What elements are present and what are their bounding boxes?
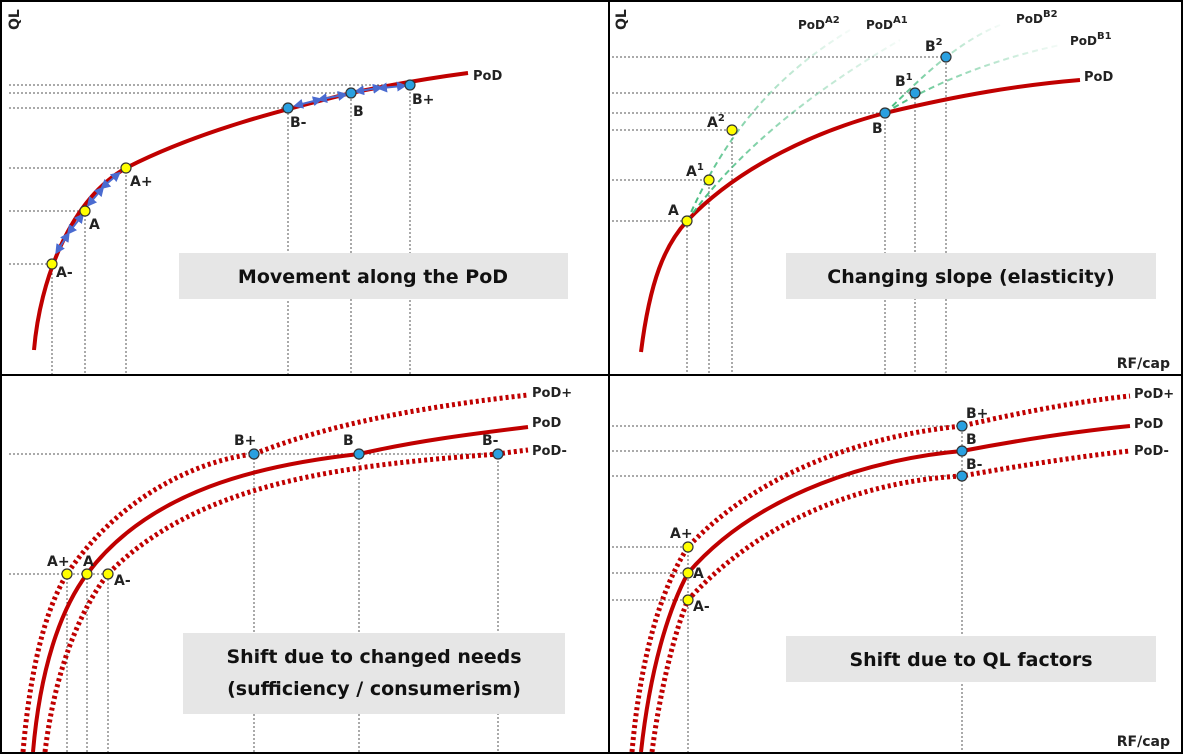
point-a2 <box>726 124 738 136</box>
title-box-needs <box>183 633 565 714</box>
pod-curve <box>32 71 469 351</box>
pod-b2-branch <box>884 24 1001 114</box>
point-a <box>79 205 91 217</box>
label-a: A <box>89 217 100 233</box>
panel-slope: A A1 A2 B B1 B2 PoDA2 PoDA1 PoDB2 PoDB1 … <box>612 9 1156 374</box>
label-pod: PoD <box>1084 70 1113 85</box>
label-b: B <box>872 121 883 137</box>
point-a-plus <box>682 541 694 553</box>
point-a-plus <box>120 162 132 174</box>
panel-factors: A+ A A- B+ B B- PoD+ PoD PoD- Shift due … <box>612 387 1174 753</box>
y-axis-label-top-right: QL <box>614 9 630 30</box>
title-needs-line1: Shift due to changed needs <box>226 646 521 668</box>
label-a: A <box>668 203 679 219</box>
label-a1: A1 <box>686 162 704 180</box>
point-a1 <box>703 174 715 186</box>
label-pod-a2: PoDA2 <box>798 15 840 32</box>
point-b-minus <box>282 102 294 114</box>
pod-curve <box>639 78 1081 353</box>
label-a-plus: A+ <box>670 526 693 542</box>
label-a-minus: A- <box>693 599 710 615</box>
title-needs-line2: (sufficiency / consumerism) <box>227 678 521 700</box>
panel-movement: A- A A+ B- B B+ PoD Movement along the P… <box>9 69 568 374</box>
label-b-minus: B- <box>966 457 983 473</box>
point-b <box>879 107 891 119</box>
label-a-minus: A- <box>114 573 131 589</box>
label-b-plus: B+ <box>966 406 988 422</box>
label-b: B <box>966 432 977 448</box>
guide-lines <box>612 56 947 374</box>
point-a-plus <box>61 568 73 580</box>
label-pod: PoD <box>1134 417 1163 432</box>
label-b-plus: B+ <box>234 433 256 449</box>
pod-b1-branch <box>884 44 1061 114</box>
title-box-slope <box>786 253 1156 299</box>
pod-curve <box>31 425 529 753</box>
pod-plus-curve <box>20 392 529 753</box>
title-box-factors <box>786 636 1156 682</box>
point-a-minus <box>46 258 58 270</box>
label-a: A <box>83 554 94 570</box>
label-pod-plus: PoD+ <box>1134 387 1174 402</box>
title-box-movement <box>179 253 568 299</box>
panel-needs: A+ A A- B+ B B- PoD+ PoD PoD- Shift due … <box>9 386 572 753</box>
pod-minus-curve <box>649 448 1131 753</box>
label-b: B <box>353 104 364 120</box>
label-b-plus: B+ <box>412 92 434 108</box>
label-b: B <box>343 433 354 449</box>
label-pod-a1: PoDA1 <box>866 15 908 32</box>
label-a-plus: A+ <box>47 554 70 570</box>
point-b-plus <box>956 420 968 432</box>
label-a: A <box>693 566 704 582</box>
label-b2: B2 <box>925 37 943 55</box>
point-b <box>345 87 357 99</box>
label-a-plus: A+ <box>130 174 153 190</box>
y-axis-label-top-left: QL <box>7 9 23 30</box>
label-a-minus: A- <box>56 265 73 281</box>
point-a <box>81 568 93 580</box>
point-a <box>682 567 694 579</box>
label-b1: B1 <box>895 72 913 90</box>
label-b-minus: B- <box>290 115 307 131</box>
pod-minus-curve <box>42 447 529 753</box>
label-pod-minus: PoD- <box>1134 444 1169 459</box>
point-b <box>353 448 365 460</box>
point-a-minus <box>102 568 114 580</box>
pod-plus-curve <box>629 393 1131 753</box>
point-b-plus <box>248 448 260 460</box>
point-a-minus <box>682 594 694 606</box>
pod-a2-branch <box>686 29 851 222</box>
point-b-minus <box>956 470 968 482</box>
movement-arrows <box>55 81 407 255</box>
label-pod: PoD <box>473 69 502 84</box>
point-b1 <box>909 87 921 99</box>
point-b-minus <box>492 448 504 460</box>
pod-a1-branch <box>686 39 901 222</box>
label-pod-plus: PoD+ <box>532 386 572 401</box>
title-factors: Shift due to QL factors <box>849 649 1092 671</box>
label-pod-b2: PoDB2 <box>1016 9 1058 26</box>
label-b-minus: B- <box>482 433 499 449</box>
pod-curve <box>639 424 1131 753</box>
label-a2: A2 <box>707 113 725 131</box>
label-pod-minus: PoD- <box>532 444 567 459</box>
label-pod-b1: PoDB1 <box>1070 31 1112 48</box>
label-pod: PoD <box>532 416 561 431</box>
point-b <box>956 445 968 457</box>
point-b2 <box>940 51 952 63</box>
x-axis-label-top-right: RF/cap <box>1117 356 1170 372</box>
x-axis-label-bottom-right: RF/cap <box>1117 734 1170 750</box>
title-movement: Movement along the PoD <box>238 266 508 288</box>
point-b-plus <box>404 79 416 91</box>
title-slope: Changing slope (elasticity) <box>827 266 1114 288</box>
point-a <box>681 215 693 227</box>
